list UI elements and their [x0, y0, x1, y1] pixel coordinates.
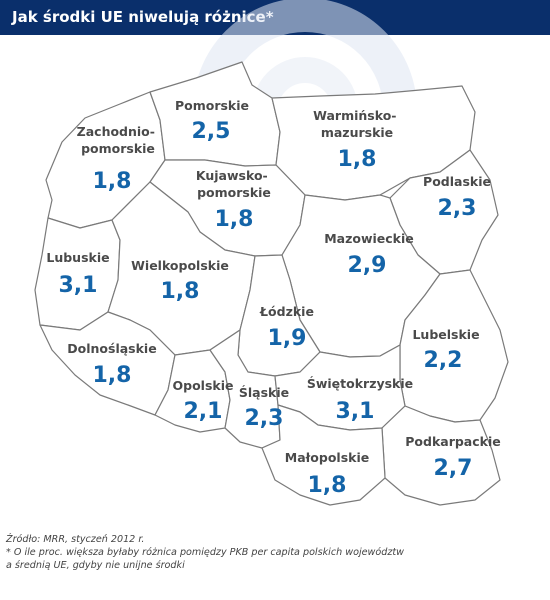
value-lubelskie: 2,2 — [424, 348, 463, 373]
label-mazowieckie: Mazowieckie — [324, 231, 414, 246]
label-lodzkie: Łódzkie — [259, 304, 314, 319]
label-lubelskie: Lubelskie — [412, 327, 479, 342]
region-pomorskie[interactable] — [149, 61, 281, 167]
region-malopolskie[interactable] — [261, 404, 386, 506]
labels-layer: Zachodnio- pomorskie 1,8 Pomorskie 2,5 W… — [46, 98, 500, 498]
footnote-line-2: a średnią UE, gdyby nie unijne środki — [6, 560, 185, 571]
label-kujawsko-pomorskie: Kujawsko- pomorskie — [196, 168, 272, 200]
value-podlaskie: 2,3 — [438, 196, 477, 221]
page-title: Jak środki UE niwelują różnice* — [12, 8, 274, 26]
label-opolskie: Opolskie — [173, 378, 234, 393]
value-pomorskie: 2,5 — [192, 119, 231, 144]
value-podkarpackie: 2,7 — [434, 456, 473, 481]
value-dolnoslaskie: 1,8 — [93, 363, 132, 388]
value-malopolskie: 1,8 — [308, 473, 347, 498]
value-wielkopolskie: 1,8 — [161, 279, 200, 304]
value-zachodniopomorskie: 1,8 — [93, 169, 132, 194]
value-opolskie: 2,1 — [184, 399, 223, 424]
value-lodzkie: 1,9 — [268, 326, 307, 351]
value-mazowieckie: 2,9 — [348, 253, 387, 278]
regions-layer — [34, 61, 509, 506]
label-dolnoslaskie: Dolnośląskie — [67, 341, 156, 356]
footer-notes: Źródło: MRR, styczeń 2012 r. * O ile pro… — [6, 533, 542, 572]
label-swietokrzyskie: Świętokrzyskie — [307, 376, 413, 391]
label-pomorskie: Pomorskie — [175, 98, 249, 113]
value-warminsko-mazurskie: 1,8 — [338, 147, 377, 172]
label-slaskie: Śląskie — [239, 385, 289, 400]
label-zachodniopomorskie: Zachodnio- pomorskie — [77, 124, 160, 156]
label-podlaskie: Podlaskie — [423, 174, 491, 189]
footnote-line-1: * O ile proc. większa byłaby różnica pom… — [6, 547, 404, 558]
value-lubuskie: 3,1 — [59, 273, 98, 298]
label-wielkopolskie: Wielkopolskie — [131, 258, 229, 273]
label-lubuskie: Lubuskie — [46, 250, 109, 265]
value-swietokrzyskie: 3,1 — [336, 399, 375, 424]
source-note: Źródło: MRR, styczeń 2012 r. — [6, 534, 145, 545]
value-kujawsko-pomorskie: 1,8 — [215, 207, 254, 232]
label-podkarpackie: Podkarpackie — [405, 434, 500, 449]
value-slaskie: 2,3 — [245, 406, 284, 431]
label-warminsko-mazurskie: Warmińsko- mazurskie — [313, 108, 401, 140]
label-malopolskie: Małopolskie — [285, 450, 369, 465]
